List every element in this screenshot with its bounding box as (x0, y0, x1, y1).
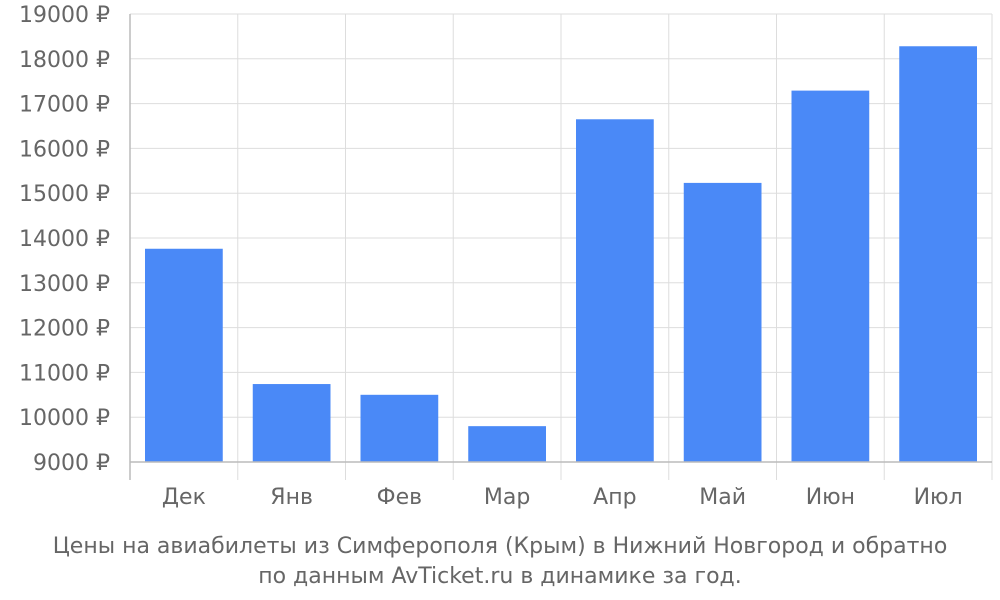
x-tick-labels: Дек Янв Фев Мар Апр Май Июн Июл (162, 485, 963, 510)
y-tick-label: 10000 ₽ (19, 406, 110, 431)
y-tick-labels: 9000 ₽ 10000 ₽ 11000 ₽ 12000 ₽ 13000 ₽ 14000 … (19, 3, 110, 476)
bar-Июн (791, 90, 870, 462)
grid (130, 13, 993, 480)
bar-Дек (145, 248, 223, 462)
x-tick-label: Мар (484, 485, 530, 510)
y-tick-label: 19000 ₽ (19, 3, 110, 28)
bar-Мар (468, 426, 546, 462)
y-tick-label: 13000 ₽ (19, 272, 110, 297)
x-tick-label: Янв (270, 485, 313, 510)
x-tick-label: Фев (377, 485, 422, 510)
y-tick-label: 9000 ₽ (33, 451, 110, 476)
y-tick-label: 11000 ₽ (19, 361, 110, 386)
bar-Апр (576, 119, 654, 462)
x-tick-label: Апр (593, 485, 636, 510)
y-tick-label: 15000 ₽ (19, 182, 110, 207)
y-tick-label: 12000 ₽ (19, 317, 110, 342)
x-tick-label: Май (699, 485, 746, 510)
chart-caption-line-1: Цены на авиабилеты из Симферополя (Крым)… (52, 534, 948, 559)
x-tick-label: Дек (162, 485, 206, 510)
axes (129, 14, 992, 480)
bar-Июл (899, 46, 977, 462)
x-tick-label: Июн (806, 485, 855, 510)
bar-Фев (360, 394, 439, 462)
y-tick-label: 14000 ₽ (19, 227, 110, 252)
y-tick-label: 17000 ₽ (19, 93, 110, 118)
bars (145, 46, 977, 462)
chart-caption-line-2: по данным AvTicket.ru в динамике за год. (258, 564, 742, 589)
x-tick-label: Июл (914, 485, 963, 510)
y-tick-label: 18000 ₽ (19, 48, 110, 73)
bar-Янв (252, 384, 331, 462)
bar-Май (683, 182, 762, 462)
y-tick-label: 16000 ₽ (19, 137, 110, 162)
